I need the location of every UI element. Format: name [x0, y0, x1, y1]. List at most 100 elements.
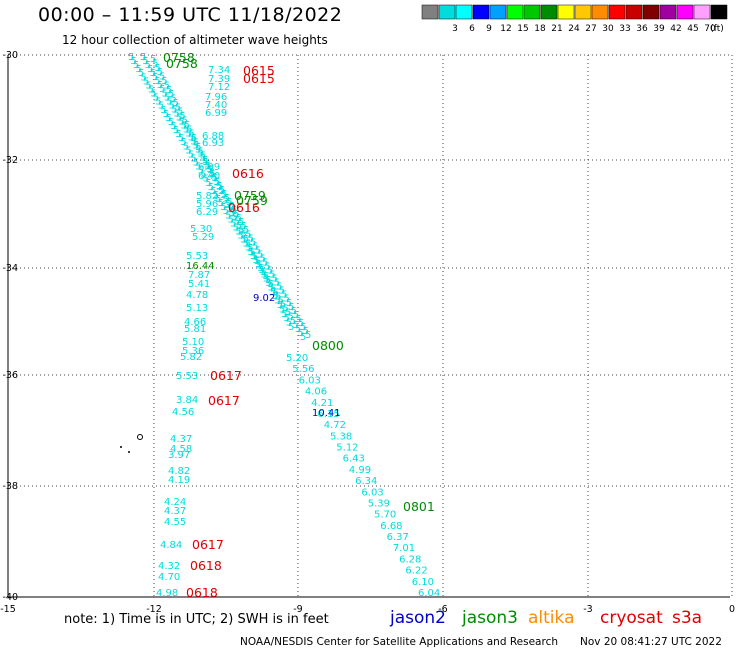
track-sample-mark: 5 [173, 108, 179, 119]
swh-value: 4.21 [311, 398, 333, 409]
track-sample-mark: 5 [163, 109, 169, 120]
swh-value: 4.78 [186, 290, 208, 301]
track-sample-mark: 5 [218, 186, 224, 197]
track-sample-mark: 5 [186, 124, 192, 135]
track-sample-mark: 5 [277, 300, 283, 311]
scale-unit: (ft) [710, 24, 724, 34]
track-sample-mark: 5 [288, 302, 294, 313]
lon-tick-label: 0 [729, 604, 735, 612]
track-sample-mark: 5 [191, 133, 197, 144]
swh-value: 6.03 [299, 375, 321, 386]
swh-value: 5.53 [176, 371, 198, 382]
track-sample-mark: 5 [209, 169, 215, 180]
swh-value: 5.10 [182, 337, 204, 348]
swh-value: 4.66 [184, 317, 206, 328]
track-sample-mark: 5 [184, 120, 190, 131]
track-sample-mark: 5 [198, 166, 204, 177]
track-sample-mark: 5 [286, 298, 292, 309]
swh-value: 4.19 [168, 475, 190, 486]
swh-value: 5.41 [188, 279, 210, 290]
track-sample-mark: 5 [183, 125, 189, 136]
swh-value: 5.70 [374, 510, 396, 521]
track-sample-mark: 5 [253, 255, 259, 266]
scale-label: 70 [704, 24, 716, 34]
track-sample-mark: 5 [243, 225, 249, 236]
track-sample-mark: 5 [293, 310, 299, 321]
track-sample-mark: 5 [247, 243, 253, 254]
track-sample-mark: 5 [158, 101, 164, 112]
scale-label: 12 [500, 24, 511, 34]
track-sample-mark: 5 [236, 213, 242, 224]
track-sample-mark: 5 [222, 195, 228, 206]
track-sample-mark: 5 [269, 270, 275, 281]
track-sample-mark: 5 [157, 67, 163, 78]
track-sample-mark: 5 [230, 218, 236, 229]
track-sample-mark: 5 [143, 76, 149, 87]
swh-value: 4.56 [172, 407, 194, 418]
track-sample-mark: 5 [205, 161, 211, 172]
track-sample-mark: 5 [195, 145, 201, 156]
lon-tick-label: -6 [438, 604, 447, 612]
track-sample-mark: 5 [195, 162, 201, 173]
scale-swatch [710, 4, 728, 20]
lat-tick-label: -38 [2, 481, 18, 492]
track-sample-mark: 5 [255, 245, 261, 256]
track-sample-mark: 5 [281, 290, 287, 301]
pass-time-label: 0800 [312, 338, 344, 353]
scale-swatch [506, 4, 524, 20]
track-sample-mark: 5 [150, 68, 156, 79]
scale-label: 27 [585, 24, 596, 34]
lon-tick-label: -9 [293, 604, 302, 612]
swh-value: 6.34 [355, 476, 377, 487]
lon-tick-label: -3 [583, 604, 592, 612]
track-sample-mark: 5 [213, 177, 219, 188]
swh-value: 5.56 [292, 364, 314, 375]
swh-value: 7.39 [208, 74, 230, 85]
track-sample-mark: 5 [177, 107, 183, 118]
swh-value: 4.55 [164, 517, 186, 528]
swh-value: 10.41 [312, 408, 341, 419]
scale-swatch [574, 4, 592, 20]
page-subtitle: 12 hour collection of altimeter wave hei… [62, 33, 328, 47]
track-sample-mark: 5 [160, 105, 166, 116]
island-mark [120, 446, 122, 448]
lat-tick-label: -34 [2, 263, 18, 274]
lat-tick-label: -36 [2, 370, 18, 381]
track-sample-mark: 5 [195, 142, 201, 153]
track-sample-mark: 5 [261, 269, 267, 280]
track-sample-mark: 5 [150, 89, 156, 100]
track-sample-mark: 5 [193, 137, 199, 148]
track-sample-mark: 5 [220, 190, 226, 201]
swh-value: 5.36 [182, 346, 204, 357]
track-sample-mark: 5 [272, 291, 278, 302]
track-sample-mark: 5 [298, 318, 304, 329]
track-sample-mark: 5 [155, 63, 161, 74]
track-sample-mark: 5 [179, 111, 185, 122]
track-sample-mark: 5 [270, 287, 276, 298]
track-sample-mark: 5 [135, 64, 141, 75]
scale-swatch [676, 4, 694, 20]
track-sample-mark: 5 [233, 222, 239, 233]
swh-value: 7.87 [188, 270, 210, 281]
track-sample-mark: 5 [228, 214, 234, 225]
swh-value: 4.72 [324, 420, 346, 431]
track-sample-mark: 5 [300, 322, 306, 333]
scale-label: 33 [619, 24, 630, 34]
track-sample-mark: 5 [145, 60, 151, 71]
track-sample-mark: 5 [280, 300, 286, 311]
swh-value: 6.09 [198, 162, 220, 173]
track-sample-mark: 5 [225, 199, 231, 210]
swh-value: 6.22 [405, 566, 427, 577]
lat-tick-label: -40 [2, 592, 18, 603]
track-sample-mark: 5 [303, 326, 309, 337]
swh-value: 6.88 [202, 131, 224, 142]
scale-swatch [472, 4, 490, 20]
pass-time-label: 0618 [186, 585, 218, 600]
scale-label: 39 [653, 24, 665, 34]
swh-value: 7.12 [208, 82, 230, 93]
track-sample-mark: 5 [220, 202, 226, 213]
scale-label: 30 [602, 24, 614, 34]
swh-value: 6.15 [317, 409, 339, 420]
track-sample-mark: 5 [152, 72, 158, 83]
scale-label: 9 [486, 24, 492, 34]
